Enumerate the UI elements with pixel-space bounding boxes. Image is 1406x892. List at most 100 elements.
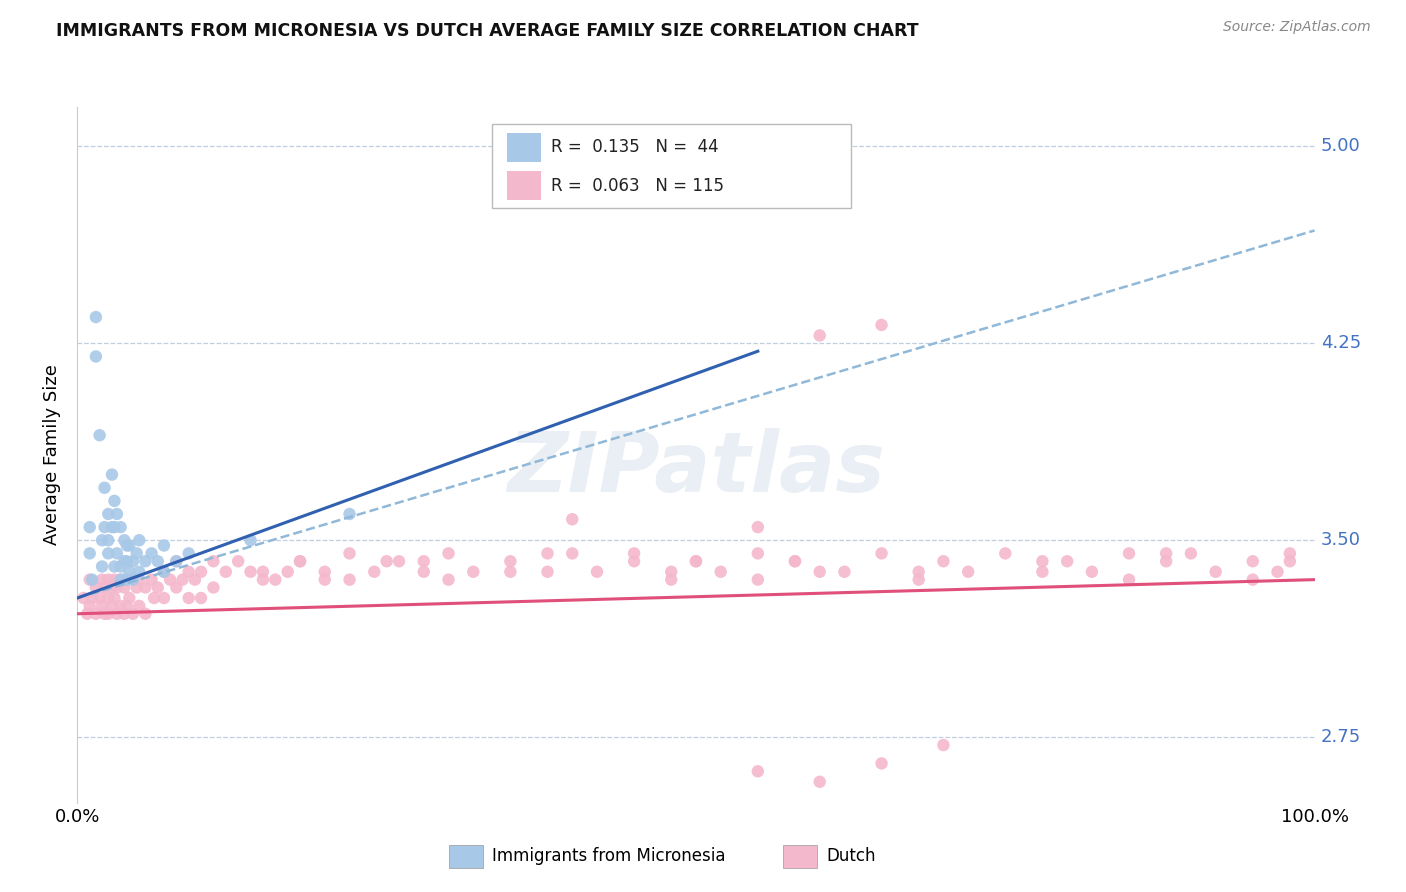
- Point: [870, 318, 893, 332]
- Point: [561, 512, 583, 526]
- Point: [586, 565, 609, 579]
- Point: [103, 573, 125, 587]
- Point: [128, 565, 150, 579]
- Point: [252, 573, 274, 587]
- Point: [91, 533, 114, 548]
- Point: [159, 573, 181, 587]
- Point: [97, 607, 120, 621]
- Point: [82, 573, 104, 587]
- Point: [932, 554, 955, 568]
- Point: [79, 599, 101, 613]
- Point: [339, 546, 361, 560]
- Point: [239, 533, 262, 548]
- Point: [128, 533, 150, 548]
- Point: [84, 607, 107, 621]
- Point: [463, 565, 485, 579]
- Point: [177, 565, 200, 579]
- Point: [1278, 554, 1301, 568]
- Point: [72, 591, 94, 605]
- Point: [710, 565, 733, 579]
- Point: [112, 554, 135, 568]
- Text: 4.25: 4.25: [1320, 334, 1361, 352]
- Point: [103, 520, 125, 534]
- Point: [101, 581, 124, 595]
- Point: [190, 565, 212, 579]
- Y-axis label: Average Family Size: Average Family Size: [44, 365, 62, 545]
- Point: [118, 565, 141, 579]
- Point: [1118, 573, 1140, 587]
- Point: [561, 546, 583, 560]
- Point: [118, 591, 141, 605]
- Point: [277, 565, 299, 579]
- Point: [97, 546, 120, 560]
- Point: [134, 607, 156, 621]
- Point: [1081, 565, 1104, 579]
- Point: [239, 565, 262, 579]
- Point: [89, 591, 111, 605]
- Point: [153, 565, 176, 579]
- Point: [89, 428, 111, 442]
- Point: [146, 554, 169, 568]
- Point: [932, 738, 955, 752]
- Text: 5.00: 5.00: [1320, 137, 1361, 155]
- Point: [110, 599, 132, 613]
- Point: [134, 554, 156, 568]
- Point: [101, 467, 124, 482]
- Point: [1278, 546, 1301, 560]
- Point: [82, 591, 104, 605]
- Point: [79, 573, 101, 587]
- Point: [84, 310, 107, 324]
- FancyBboxPatch shape: [506, 171, 541, 201]
- Point: [1180, 546, 1202, 560]
- Point: [110, 573, 132, 587]
- Point: [105, 607, 128, 621]
- Point: [141, 546, 163, 560]
- Point: [747, 546, 769, 560]
- Point: [1154, 554, 1177, 568]
- Point: [115, 573, 138, 587]
- Point: [659, 573, 682, 587]
- FancyBboxPatch shape: [449, 846, 484, 868]
- Point: [122, 554, 145, 568]
- Point: [84, 581, 107, 595]
- Point: [363, 565, 385, 579]
- Point: [76, 607, 98, 621]
- Point: [112, 581, 135, 595]
- Text: R =  0.063   N = 115: R = 0.063 N = 115: [551, 177, 724, 194]
- Point: [870, 756, 893, 771]
- Point: [339, 507, 361, 521]
- Point: [747, 573, 769, 587]
- Point: [808, 565, 831, 579]
- Point: [93, 581, 115, 595]
- Point: [184, 573, 207, 587]
- Point: [1118, 546, 1140, 560]
- Point: [97, 533, 120, 548]
- Point: [97, 573, 120, 587]
- Text: Immigrants from Micronesia: Immigrants from Micronesia: [492, 847, 725, 865]
- Point: [1031, 565, 1053, 579]
- Point: [93, 520, 115, 534]
- Point: [128, 599, 150, 613]
- FancyBboxPatch shape: [506, 133, 541, 162]
- Point: [101, 599, 124, 613]
- Point: [202, 581, 225, 595]
- Point: [659, 565, 682, 579]
- Point: [499, 554, 522, 568]
- Text: R =  0.135   N =  44: R = 0.135 N = 44: [551, 138, 718, 156]
- Point: [134, 581, 156, 595]
- Point: [97, 507, 120, 521]
- Text: 2.75: 2.75: [1320, 728, 1361, 747]
- Point: [437, 573, 460, 587]
- Text: Source: ZipAtlas.com: Source: ZipAtlas.com: [1223, 20, 1371, 34]
- Point: [143, 591, 166, 605]
- Point: [146, 581, 169, 595]
- Point: [623, 546, 645, 560]
- Point: [177, 591, 200, 605]
- FancyBboxPatch shape: [492, 124, 851, 208]
- Point: [264, 573, 287, 587]
- Point: [103, 494, 125, 508]
- Point: [907, 573, 929, 587]
- Point: [165, 581, 187, 595]
- Point: [165, 554, 187, 568]
- Point: [994, 546, 1017, 560]
